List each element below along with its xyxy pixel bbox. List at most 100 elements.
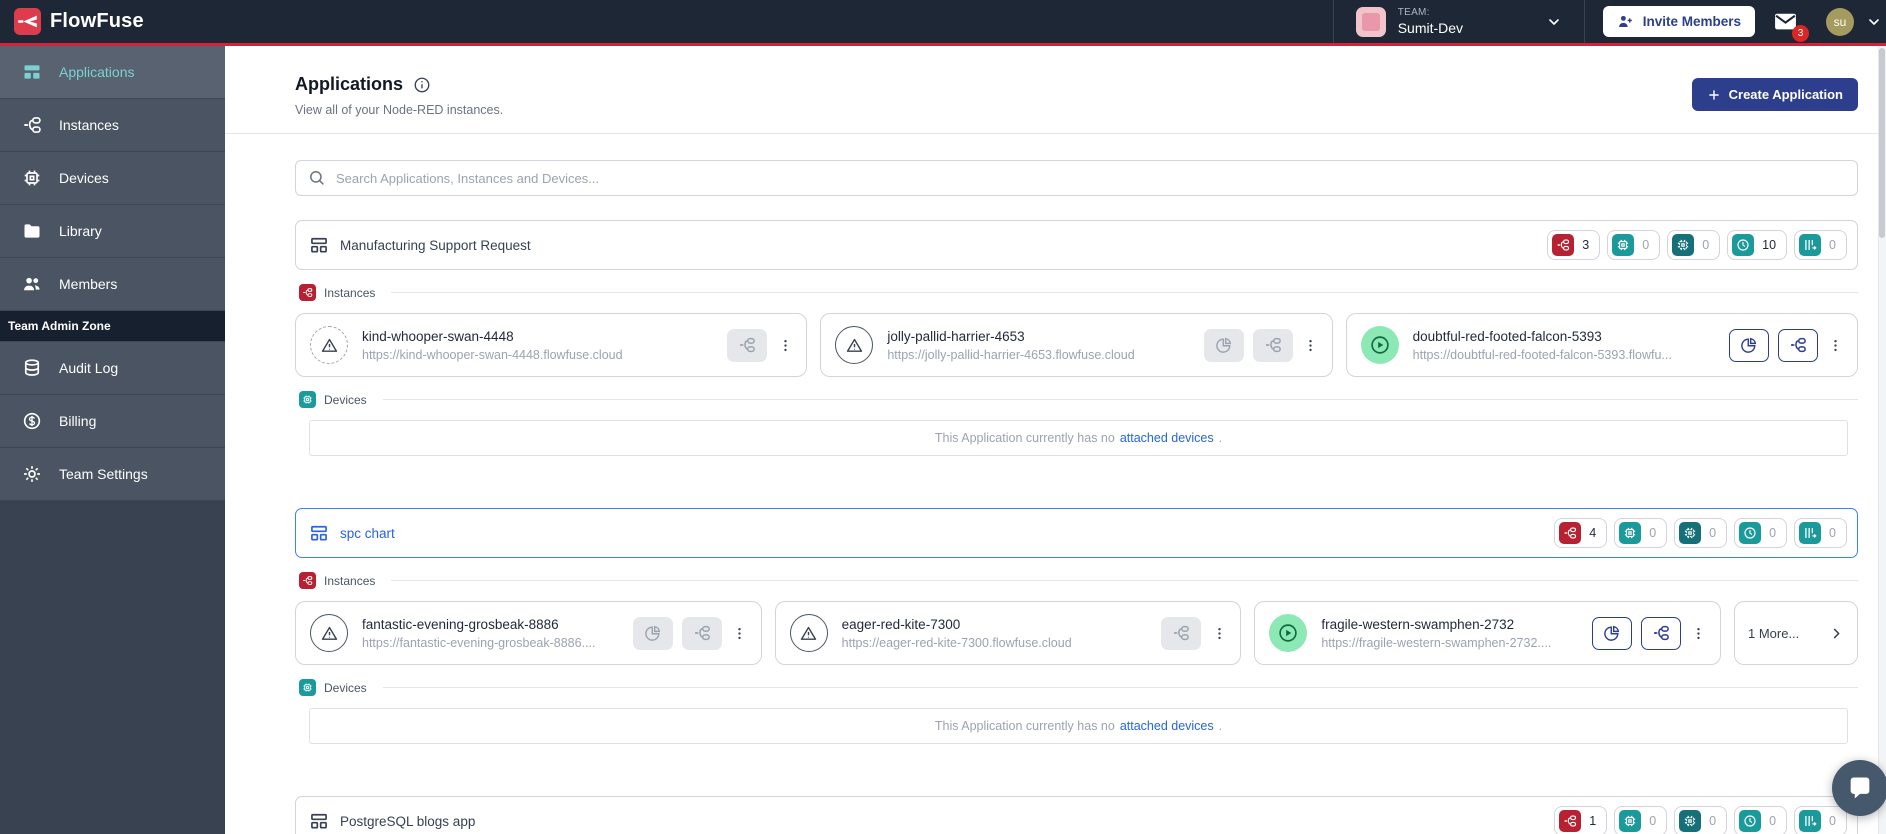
device-group-icon xyxy=(1672,234,1695,256)
sidebar-item-members[interactable]: Members xyxy=(0,258,225,311)
search-input[interactable] xyxy=(336,170,1845,186)
instance-menu-button[interactable] xyxy=(1210,617,1228,650)
devices-section-label: Devices xyxy=(299,679,1858,696)
application-section: Manufacturing Support Request 3 0 0 xyxy=(295,220,1858,456)
sidebar-item-label: Members xyxy=(59,276,118,292)
open-editor-button[interactable] xyxy=(1777,328,1818,362)
notifications-button[interactable]: 3 xyxy=(1773,9,1809,42)
instance-name: jolly-pallid-harrier-4653 xyxy=(887,328,1025,344)
sidebar-item-instances[interactable]: Instances xyxy=(0,99,225,152)
open-editor-button[interactable] xyxy=(727,328,768,362)
clock-icon xyxy=(1739,810,1762,832)
page-title: Applications xyxy=(295,74,404,94)
application-badges: 4 0 0 0 0 xyxy=(1554,518,1847,548)
open-dashboard-button[interactable] xyxy=(1591,616,1632,650)
device-groups-count-badge: 0 xyxy=(1667,230,1721,260)
application-row[interactable]: Manufacturing Support Request 3 0 0 xyxy=(295,220,1858,270)
flowfuse-logo[interactable]: FlowFuse xyxy=(0,0,144,43)
instance-status-stopped-icon xyxy=(835,326,874,364)
instance-url: https://fragile-western-swamphen-2732...… xyxy=(1321,635,1552,650)
instance-name: fantastic-evening-grosbeak-8886 xyxy=(362,616,559,632)
open-editor-button[interactable] xyxy=(1640,616,1681,650)
open-dashboard-button[interactable] xyxy=(632,616,673,650)
pipelines-icon xyxy=(1799,234,1822,256)
devices-empty-state: This Application currently has no attach… xyxy=(309,708,1848,744)
instance-status-running-icon xyxy=(1269,614,1308,652)
sidebar-item-team-settings[interactable]: Team Settings xyxy=(0,448,225,501)
open-editor-button[interactable] xyxy=(1252,328,1293,362)
open-dashboard-button[interactable] xyxy=(1728,328,1769,362)
sidebar-item-devices[interactable]: Devices xyxy=(0,152,225,205)
sidebar: Applications Instances Devices Library M… xyxy=(0,46,225,834)
instances-icon xyxy=(1559,522,1582,544)
instance-menu-button[interactable] xyxy=(1827,329,1845,362)
attached-devices-link[interactable]: attached devices xyxy=(1119,719,1214,733)
team-selector[interactable]: TEAM: Sumit-Dev xyxy=(1334,0,1584,43)
more-instances-card[interactable]: 1 More... xyxy=(1733,601,1858,665)
instances-icon xyxy=(22,115,42,135)
team-label: TEAM: xyxy=(1397,7,1430,18)
instance-status-stopped-icon xyxy=(310,614,348,652)
header-divider-line xyxy=(225,133,1886,134)
instance-card[interactable]: fantastic-evening-grosbeak-8886 https://… xyxy=(295,601,762,665)
application-name: Manufacturing Support Request xyxy=(340,237,531,253)
open-editor-button[interactable] xyxy=(1161,616,1202,650)
instances-section-label: Instances xyxy=(299,284,1858,301)
instance-menu-button[interactable] xyxy=(731,617,749,650)
instance-card[interactable]: kind-whooper-swan-4448 https://kind-whoo… xyxy=(295,313,808,377)
chevron-right-icon xyxy=(1829,626,1844,641)
instance-menu-button[interactable] xyxy=(776,329,794,362)
application-row[interactable]: PostgreSQL blogs app 1 0 0 xyxy=(295,796,1858,834)
create-application-button[interactable]: Create Application xyxy=(1691,78,1858,111)
sidebar-item-applications[interactable]: Applications xyxy=(0,46,225,99)
devices-icon xyxy=(1612,234,1635,256)
instance-card[interactable]: fragile-western-swamphen-2732 https://fr… xyxy=(1254,601,1721,665)
section-divider-line xyxy=(382,399,1858,400)
invite-members-button[interactable]: Invite Members xyxy=(1602,6,1755,37)
devices-icon xyxy=(1619,810,1642,832)
attached-devices-link[interactable]: attached devices xyxy=(1119,431,1214,445)
application-icon xyxy=(309,811,329,831)
application-section: PostgreSQL blogs app 1 0 0 xyxy=(295,796,1858,834)
page-scrollbar xyxy=(1878,46,1886,834)
library-folder-icon xyxy=(22,221,42,241)
sidebar-item-label: Audit Log xyxy=(59,360,119,376)
sidebar-item-label: Applications xyxy=(59,64,135,80)
invite-person-icon xyxy=(1617,13,1634,30)
sidebar-item-library[interactable]: Library xyxy=(0,205,225,258)
page-subtitle: View all of your Node-RED instances. xyxy=(295,103,504,117)
instance-menu-button[interactable] xyxy=(1302,329,1320,362)
instance-status-suspended-icon xyxy=(310,326,348,364)
devices-count-badge: 0 xyxy=(1614,806,1668,834)
user-avatar[interactable]: su xyxy=(1826,7,1854,36)
pipelines-icon xyxy=(1799,522,1822,544)
search-icon xyxy=(308,169,326,187)
team-avatar xyxy=(1355,6,1386,37)
open-dashboard-button[interactable] xyxy=(1203,328,1244,362)
instance-card[interactable]: doubtful-red-footed-falcon-5393 https://… xyxy=(1345,313,1858,377)
device-group-icon xyxy=(1679,810,1702,832)
instance-card[interactable]: jolly-pallid-harrier-4653 https://jolly-… xyxy=(820,313,1333,377)
sidebar-item-billing[interactable]: Billing xyxy=(0,395,225,448)
application-row[interactable]: spc chart 4 0 0 xyxy=(295,508,1858,558)
user-menu-chevron-icon[interactable] xyxy=(1866,14,1882,30)
chat-widget-button[interactable] xyxy=(1832,760,1886,816)
instance-url: https://fantastic-evening-grosbeak-8886.… xyxy=(362,635,596,650)
application-badges: 3 0 0 10 0 xyxy=(1547,230,1847,260)
instance-name: eager-red-kite-7300 xyxy=(841,616,961,632)
instance-card[interactable]: eager-red-kite-7300 https://eager-red-ki… xyxy=(774,601,1242,665)
header-divider xyxy=(1583,0,1585,43)
application-icon xyxy=(309,235,329,255)
application-icon xyxy=(309,523,329,543)
open-editor-button[interactable] xyxy=(681,616,722,650)
team-name: Sumit-Dev xyxy=(1397,20,1464,36)
scrollbar-thumb[interactable] xyxy=(1879,48,1885,238)
chat-bubble-icon xyxy=(1846,774,1874,802)
info-icon[interactable] xyxy=(413,76,431,94)
instance-menu-button[interactable] xyxy=(1690,617,1708,650)
sidebar-item-audit-log[interactable]: Audit Log xyxy=(0,342,225,395)
top-navbar: FlowFuse TEAM: Sumit-Dev Invite Members … xyxy=(0,0,1886,46)
application-name: PostgreSQL blogs app xyxy=(340,813,476,829)
instances-icon xyxy=(1559,810,1582,832)
instances-icon xyxy=(1552,234,1575,256)
